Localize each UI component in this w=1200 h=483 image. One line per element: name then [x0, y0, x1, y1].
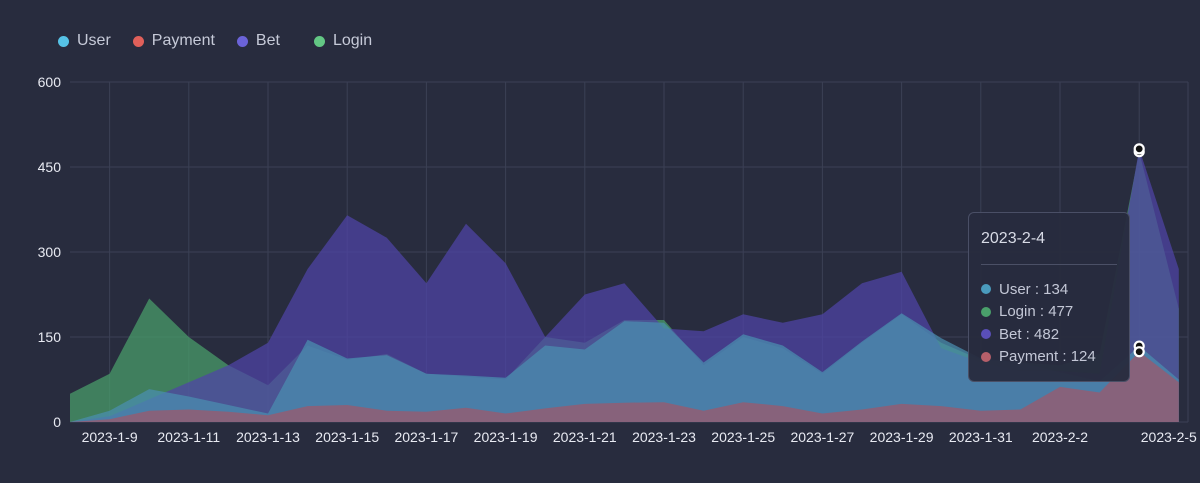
series-area-payment — [70, 351, 1179, 422]
y-tick-label-450: 450 — [38, 159, 62, 175]
tooltip-login-text: Login : 477 — [999, 303, 1074, 321]
chart-tooltip: 2023-2-4 User : 134 Login : 477 Bet : 48… — [968, 212, 1130, 382]
x-tick-label-2023-2-5: 2023-2-5 — [1141, 429, 1197, 445]
x-tick-label-2023-2-2: 2023-2-2 — [1032, 429, 1088, 445]
legend-item-login[interactable]: Login — [313, 32, 373, 50]
hover-marker-payment — [1133, 346, 1145, 358]
y-tick-label-600: 600 — [38, 74, 62, 90]
x-tick-label-2023-1-31: 2023-1-31 — [949, 429, 1013, 445]
tooltip-date: 2023-2-4 — [981, 230, 1046, 247]
tooltip-user-text: User : 134 — [999, 280, 1069, 298]
series-area-user — [70, 313, 1179, 422]
chart-legend: User Payment Bet Login — [58, 30, 394, 52]
x-tick-label-2023-1-17: 2023-1-17 — [394, 429, 458, 445]
y-tick-label-0: 0 — [53, 414, 61, 430]
tooltip-row-user: User : 134 — [981, 278, 1117, 301]
tooltip-row-bet: Bet : 482 — [981, 323, 1117, 346]
x-tick-label-2023-1-25: 2023-1-25 — [711, 429, 775, 445]
x-tick-label-2023-1-9: 2023-1-9 — [82, 429, 138, 445]
legend-user-dot — [58, 35, 69, 47]
legend-payment-dot — [132, 35, 144, 47]
x-tick-label-2023-1-27: 2023-1-27 — [790, 429, 854, 445]
legend-bet-label: Bet — [255, 32, 280, 49]
tooltip-row-payment: Payment : 124 — [981, 346, 1117, 369]
legend-user-label: User — [77, 32, 111, 49]
legend-login-dot — [313, 35, 325, 47]
legend-item-bet[interactable]: Bet — [236, 32, 280, 50]
tooltip-divider — [981, 264, 1117, 265]
y-tick-label-300: 300 — [38, 244, 62, 260]
tooltip-row-login: Login : 477 — [981, 301, 1117, 324]
x-tick-label-2023-1-13: 2023-1-13 — [236, 429, 300, 445]
x-tick-label-2023-1-23: 2023-1-23 — [632, 429, 696, 445]
legend-item-payment[interactable]: Payment — [132, 32, 215, 50]
x-tick-label-2023-1-29: 2023-1-29 — [870, 429, 934, 445]
x-tick-label-2023-1-15: 2023-1-15 — [315, 429, 379, 445]
tooltip-bet-text: Bet : 482 — [999, 325, 1060, 343]
x-tick-label-2023-1-11: 2023-1-11 — [157, 429, 220, 445]
tooltip-payment-text: Payment : 124 — [999, 348, 1096, 366]
y-tick-label-150: 150 — [38, 329, 62, 345]
x-tick-label-2023-1-19: 2023-1-19 — [474, 429, 538, 445]
tooltip-user-dot — [981, 284, 991, 295]
x-tick-label-2023-1-21: 2023-1-21 — [553, 429, 617, 445]
tooltip-payment-dot — [981, 351, 991, 362]
legend-item-user[interactable]: User — [58, 32, 111, 50]
tooltip-bet-dot — [981, 329, 991, 340]
legend-login-label: Login — [332, 32, 373, 49]
tooltip-login-dot — [981, 306, 991, 317]
legend-payment-label: Payment — [151, 32, 215, 49]
hover-marker-bet — [1133, 143, 1145, 155]
legend-bet-dot — [236, 35, 248, 47]
